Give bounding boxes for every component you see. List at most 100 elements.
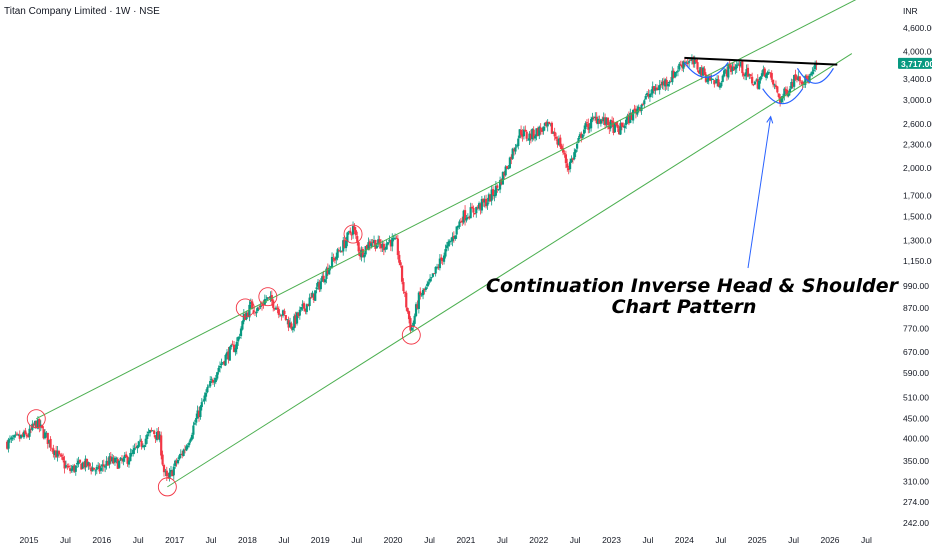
candle-body — [720, 82, 723, 87]
candle-body — [616, 124, 619, 129]
candle-body — [774, 85, 778, 88]
candle-body — [682, 61, 685, 69]
candle-body — [146, 434, 149, 439]
candle-body — [151, 430, 154, 432]
candle-body — [703, 68, 706, 75]
candle-body — [133, 447, 136, 451]
candle-body — [539, 127, 542, 131]
candle-body — [786, 89, 789, 95]
candle-body — [536, 128, 539, 137]
candle-body — [744, 74, 747, 77]
candle-body — [388, 239, 391, 242]
shoulder-arc[interactable] — [796, 67, 834, 84]
candle-body — [730, 65, 733, 72]
candle-body — [178, 455, 181, 460]
price-tick-label: 274.00 — [903, 497, 929, 507]
candle-body — [706, 79, 709, 82]
candle-body — [702, 67, 705, 76]
time-tick-label: 2020 — [384, 535, 403, 545]
candle-body — [10, 437, 13, 440]
candle-body — [358, 251, 362, 257]
candle-body — [277, 309, 280, 315]
candle-body — [323, 279, 327, 283]
candle-body — [466, 217, 469, 218]
candle-body — [158, 434, 161, 441]
time-axis[interactable]: 2015 Jul 2016 Jul 2017 Jul 2018 Jul 2019 Jul 2020 J… — [20, 535, 872, 545]
touch-circle[interactable] — [401, 325, 421, 345]
time-tick-label: 2022 — [529, 535, 548, 545]
candle-body — [344, 240, 348, 249]
candle-body — [203, 395, 206, 401]
candle-body — [738, 64, 741, 67]
candle-body — [595, 116, 598, 123]
candle-body — [676, 70, 680, 72]
candle-body — [627, 114, 631, 124]
candle-body — [115, 458, 118, 460]
candle-body — [179, 453, 182, 456]
candle-body — [346, 232, 349, 242]
candle-body — [62, 457, 65, 461]
candle-body — [483, 199, 486, 203]
candle-body — [479, 203, 482, 210]
candle-body — [288, 322, 292, 328]
candle-body — [279, 315, 282, 317]
last-price-badge: 3,717.00 — [898, 57, 932, 69]
pattern-annotation: Continuation Inverse Head & Shoulder Cha… — [486, 275, 900, 318]
channel-lower-line[interactable] — [167, 53, 853, 488]
touch-circle[interactable] — [235, 298, 255, 318]
candle-body — [384, 248, 387, 250]
candle-body — [532, 129, 535, 138]
touch-circle[interactable] — [343, 224, 363, 244]
candle-body — [87, 462, 90, 466]
candle-body — [370, 243, 373, 247]
candle-body — [444, 249, 447, 257]
shoulder-arc[interactable] — [683, 62, 729, 78]
candle-body — [770, 72, 773, 80]
candle-body — [129, 452, 132, 462]
candle-body — [758, 80, 761, 90]
candle-body — [428, 278, 432, 282]
candle-body — [347, 231, 350, 233]
candle-body — [360, 249, 363, 258]
channel-upper-line[interactable] — [36, 0, 859, 420]
candle-body — [214, 378, 217, 382]
candle-body — [284, 315, 287, 320]
candle-body — [287, 320, 290, 328]
candle-body — [213, 381, 216, 383]
candle-body — [623, 125, 626, 129]
candle-body — [567, 168, 570, 170]
annotation-line-2: Chart Pattern — [612, 296, 757, 318]
candle-body — [108, 456, 111, 465]
candle-body — [455, 226, 458, 235]
candle-body — [122, 458, 125, 462]
candle-body — [416, 304, 419, 309]
candle-body — [626, 115, 629, 121]
time-tick-label: Jul — [643, 535, 654, 545]
head-arc[interactable] — [762, 88, 804, 105]
candle-body — [95, 466, 98, 470]
time-tick-label: Jul — [715, 535, 726, 545]
touch-circle[interactable] — [258, 287, 278, 307]
candle-body — [372, 240, 376, 244]
candle-body — [654, 87, 657, 91]
touch-circle[interactable] — [157, 477, 177, 497]
candle-body — [312, 293, 315, 301]
price-axis[interactable]: 4,600.00 4,000.00 3,400.00 3,000.00 2,600.00… — [903, 23, 932, 528]
time-tick-label: Jul — [424, 535, 435, 545]
candle-body — [125, 454, 128, 457]
neckline[interactable] — [684, 56, 838, 66]
candle-body — [604, 117, 607, 126]
candle-body — [449, 240, 453, 242]
candle-body — [797, 76, 800, 81]
candle-body — [606, 117, 610, 126]
touch-circle[interactable] — [26, 409, 46, 429]
candle-body — [545, 122, 548, 126]
candle-body — [573, 152, 576, 160]
candle-body — [316, 281, 320, 287]
candle-body — [507, 168, 510, 169]
candle-body — [755, 79, 758, 81]
candle-body — [230, 344, 233, 347]
candle-body — [329, 266, 332, 268]
candle-body — [588, 127, 591, 129]
